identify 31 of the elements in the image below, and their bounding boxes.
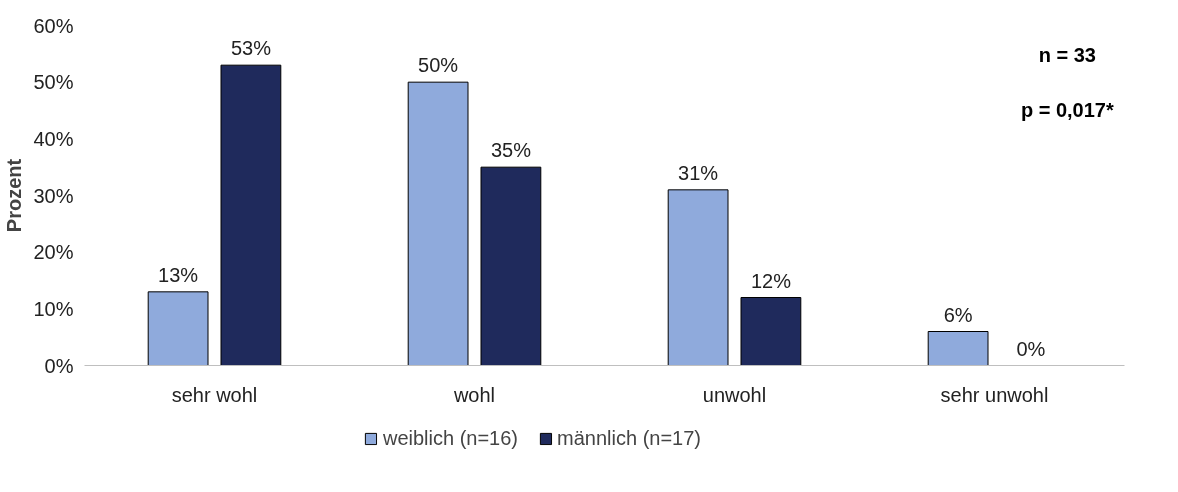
annotation: p = 0,017* [1020, 98, 1114, 121]
y-tick-label: 60% [33, 14, 74, 37]
data-label: 35% [490, 139, 532, 162]
legend-label: weiblich (n=16) [382, 426, 519, 450]
bar [480, 166, 542, 366]
data-label: 50% [418, 54, 459, 77]
legend-label: männlich (n=17) [557, 426, 702, 450]
x-tick-label: unwohl [702, 383, 767, 406]
x-tick-label: sehr wohl [171, 383, 258, 406]
data-label: 12% [750, 269, 792, 292]
y-tick-label: 0% [44, 354, 74, 377]
bar [220, 64, 282, 366]
y-axis-title: Prozent [3, 158, 26, 233]
bar [407, 81, 469, 366]
y-tick-label: 30% [33, 184, 74, 207]
data-label: 13% [158, 263, 199, 286]
x-tick-label: wohl [452, 383, 496, 406]
y-tick-label: 40% [33, 127, 74, 150]
data-label: 6% [943, 303, 973, 326]
data-label: 53% [230, 37, 272, 60]
y-tick-label: 10% [33, 297, 74, 320]
y-tick-label: 50% [33, 71, 74, 94]
y-tick-label: 20% [33, 241, 74, 264]
data-label: 0% [1016, 337, 1046, 360]
bar [667, 189, 729, 366]
bar [740, 297, 802, 366]
bar [927, 331, 989, 366]
data-label: 31% [678, 161, 719, 184]
x-tick-label: sehr unwohl [940, 383, 1049, 406]
annotation: n = 33 [1038, 44, 1096, 67]
bar [147, 291, 209, 366]
